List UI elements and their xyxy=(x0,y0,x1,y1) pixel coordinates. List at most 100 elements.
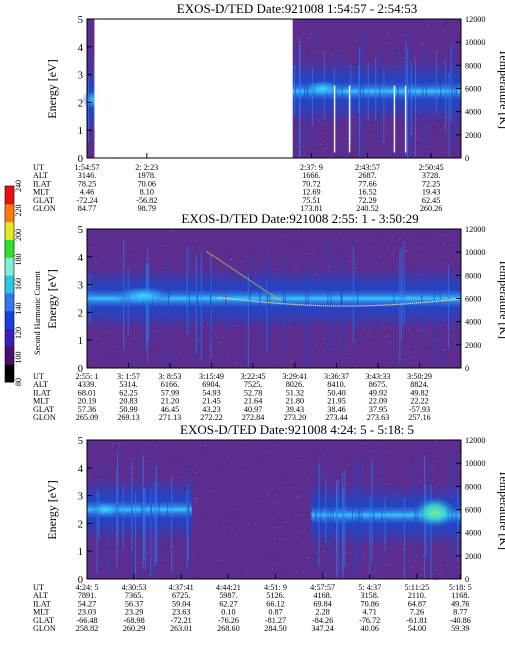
noise-speck xyxy=(226,248,228,250)
dotted-feature xyxy=(274,296,276,298)
streak xyxy=(355,465,357,572)
orbit-value: 2:43:57 xyxy=(355,163,380,172)
streak xyxy=(141,462,143,556)
noise-speck xyxy=(403,461,405,463)
noise-speck xyxy=(195,472,197,474)
noise-speck xyxy=(134,261,136,263)
orbit-value: -68.98 xyxy=(124,616,145,625)
streak xyxy=(341,248,343,343)
noise-speck xyxy=(272,563,274,565)
noise-speck xyxy=(374,570,376,572)
noise-speck xyxy=(417,330,419,332)
noise-speck xyxy=(168,462,171,464)
dotted-trace xyxy=(312,304,315,307)
orbit-value: 8.10 xyxy=(140,188,154,197)
noise-speck xyxy=(364,447,367,449)
noise-speck xyxy=(172,545,174,547)
orbit-value: 1168. xyxy=(451,591,469,600)
noise-speck xyxy=(415,248,417,250)
dotted-trace xyxy=(256,300,258,303)
orbit-value: 51.32 xyxy=(286,388,304,397)
noise-speck xyxy=(347,345,350,347)
noise-speck xyxy=(387,42,389,44)
noise-speck xyxy=(389,565,391,567)
streak xyxy=(325,477,327,544)
orbit-row-label: MLT xyxy=(33,397,50,406)
noise-speck xyxy=(215,479,217,481)
noise-speck xyxy=(149,258,151,260)
dotted-trace xyxy=(244,299,246,301)
dotted-trace xyxy=(367,305,369,307)
dotted-feature xyxy=(259,286,261,288)
dotted-feature xyxy=(266,291,268,293)
orbit-value: -72.24 xyxy=(76,196,97,205)
dotted-feature xyxy=(247,278,250,281)
streak xyxy=(445,58,447,133)
noise-speck xyxy=(429,453,431,455)
streak xyxy=(294,65,296,116)
streak xyxy=(330,256,332,354)
noise-speck xyxy=(426,124,428,126)
orbit-value: 4.71 xyxy=(363,608,377,617)
orbit-value: 98.79 xyxy=(138,204,156,213)
streak xyxy=(210,274,211,344)
noise-speck xyxy=(144,442,146,444)
dotted-trace xyxy=(389,304,391,306)
noise-speck xyxy=(233,554,235,556)
noise-speck xyxy=(274,500,277,502)
noise-speck xyxy=(195,240,198,242)
orbit-value: 173.81 xyxy=(300,204,323,213)
noise-speck xyxy=(419,330,421,332)
streak xyxy=(318,463,320,566)
streak xyxy=(320,471,322,539)
noise-speck xyxy=(333,348,335,350)
noise-speck xyxy=(146,552,148,554)
noise-speck xyxy=(446,564,448,566)
streak xyxy=(330,496,332,557)
noise-speck xyxy=(130,233,132,235)
orbit-value: 3146. xyxy=(78,171,96,180)
streak xyxy=(143,487,145,559)
noise-speck xyxy=(417,142,419,144)
dotted-trace xyxy=(411,302,413,304)
temperature-tick-label: 12000 xyxy=(465,436,485,445)
dotted-feature xyxy=(227,265,229,267)
noise-speck xyxy=(97,261,99,263)
dotted-trace xyxy=(361,305,363,307)
noise-speck xyxy=(216,522,218,524)
dotted-trace xyxy=(417,302,420,304)
noise-speck xyxy=(324,573,326,575)
orbit-value: 284.50 xyxy=(264,624,287,633)
streak xyxy=(357,278,359,332)
dotted-trace xyxy=(371,305,373,307)
streak xyxy=(341,45,343,118)
energy-tick-label: 5 xyxy=(78,225,83,236)
noise-speck xyxy=(331,469,333,471)
orbit-value: 39.43 xyxy=(286,405,304,414)
streak xyxy=(307,253,309,358)
noise-speck xyxy=(231,515,233,517)
noise-speck xyxy=(219,341,222,343)
noise-speck xyxy=(430,330,432,332)
dotted-trace xyxy=(314,304,317,307)
noise-speck xyxy=(331,53,333,55)
noise-speck xyxy=(404,358,406,361)
dotted-feature xyxy=(216,257,218,259)
noise-speck xyxy=(404,233,406,235)
orbit-value: 8824. xyxy=(410,380,428,389)
panel-3-y2label: Temperature [K] xyxy=(497,470,505,550)
colorbar-segment xyxy=(5,346,14,365)
orbit-value: 2:37: 9 xyxy=(300,163,323,172)
noise-speck xyxy=(298,229,300,231)
dotted-trace xyxy=(446,299,448,301)
ion-glow xyxy=(412,496,457,529)
noise-speck xyxy=(425,333,427,335)
orbit-value: 21.64 xyxy=(244,397,262,406)
noise-speck xyxy=(445,22,447,24)
streak xyxy=(283,253,285,327)
streak xyxy=(371,458,373,562)
noise-speck xyxy=(202,500,204,502)
noise-speck xyxy=(332,555,334,557)
noise-speck xyxy=(320,124,322,126)
noise-speck xyxy=(336,49,338,51)
